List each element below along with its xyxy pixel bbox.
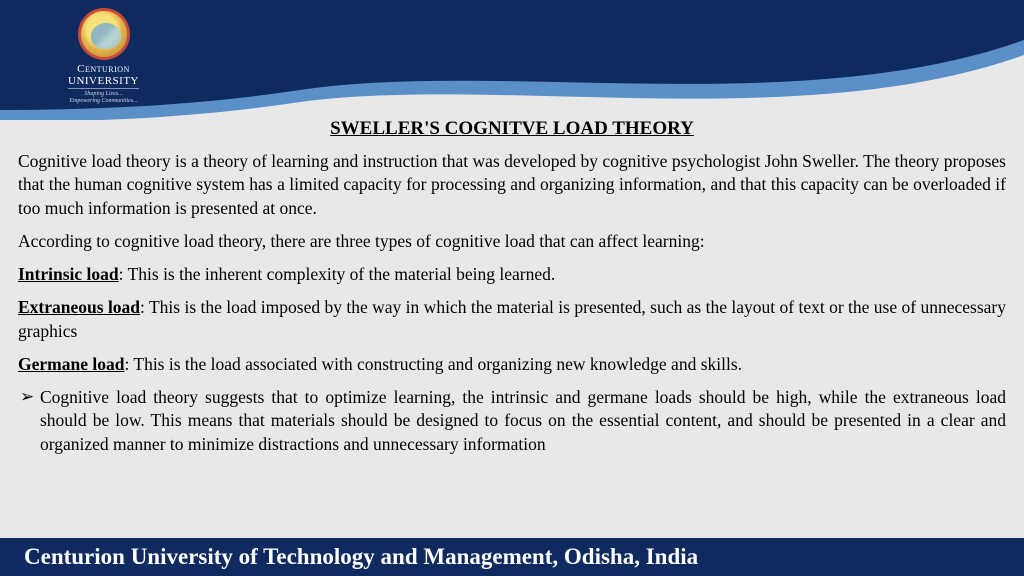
university-logo: Centurion UNIVERSITY Shaping Lives... Em…	[68, 8, 139, 104]
content-area: SWELLER'S COGNITVE LOAD THEORY Cognitive…	[18, 118, 1006, 456]
logo-emblem-icon	[78, 8, 130, 60]
slide: Centurion UNIVERSITY Shaping Lives... Em…	[0, 0, 1024, 576]
term-intrinsic: Intrinsic load	[18, 264, 119, 284]
term-extraneous: Extraneous load	[18, 297, 140, 317]
bullet-summary: ➢ Cognitive load theory suggests that to…	[18, 386, 1006, 456]
bullet-text: Cognitive load theory suggests that to o…	[40, 386, 1006, 456]
paragraph-types-lead: According to cognitive load theory, ther…	[18, 230, 1006, 253]
paragraph-germane: Germane load: This is the load associate…	[18, 353, 1006, 376]
text-extraneous: : This is the load imposed by the way in…	[18, 297, 1006, 340]
text-intrinsic: : This is the inherent complexity of the…	[119, 264, 556, 284]
logo-tagline2: Empowering Communities...	[68, 98, 139, 105]
arrow-bullet-icon: ➢	[18, 386, 40, 409]
paragraph-extraneous: Extraneous load: This is the load impose…	[18, 296, 1006, 343]
footer-bar: Centurion University of Technology and M…	[0, 538, 1024, 576]
paragraph-intro: Cognitive load theory is a theory of lea…	[18, 150, 1006, 220]
page-title: SWELLER'S COGNITVE LOAD THEORY	[18, 118, 1006, 140]
logo-line2: UNIVERSITY	[68, 75, 139, 89]
paragraph-intrinsic: Intrinsic load: This is the inherent com…	[18, 263, 1006, 286]
footer-text: Centurion University of Technology and M…	[24, 544, 698, 570]
term-germane: Germane load	[18, 354, 124, 374]
logo-tagline1: Shaping Lives...	[68, 91, 139, 98]
logo-line1: Centurion	[68, 63, 139, 75]
text-germane: : This is the load associated with const…	[124, 354, 742, 374]
